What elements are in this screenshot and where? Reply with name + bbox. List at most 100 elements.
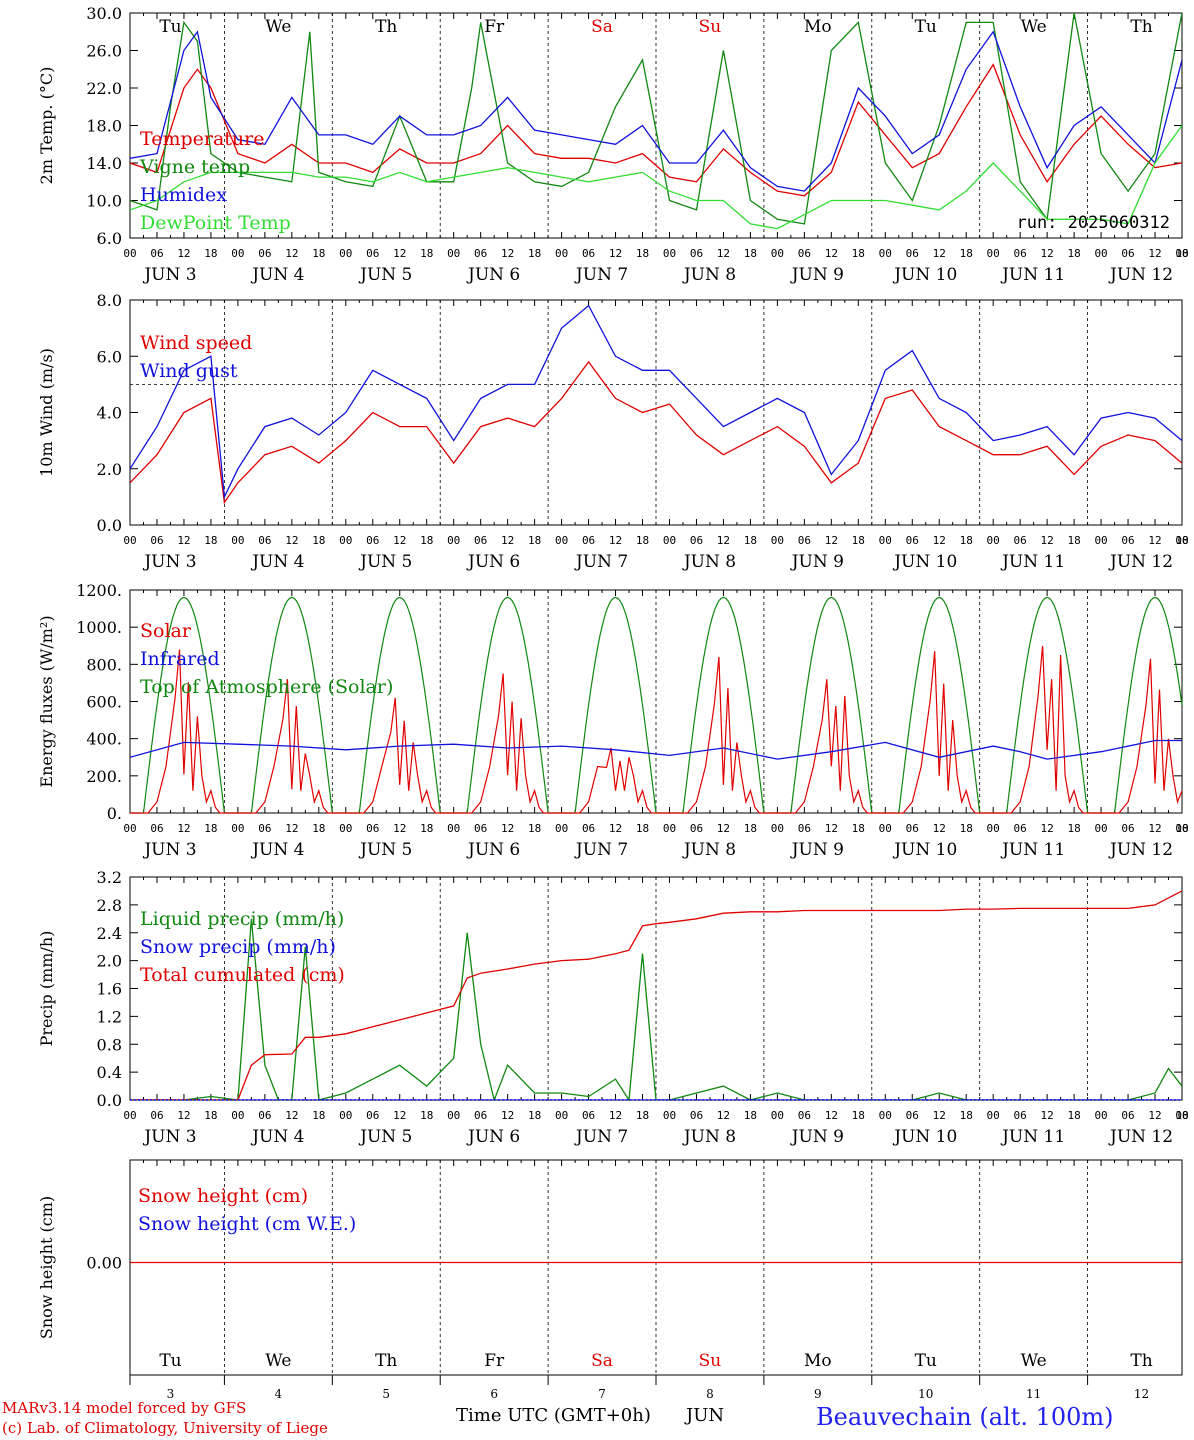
hour-tick-label: 12 bbox=[1041, 247, 1054, 260]
day-number-label: 8 bbox=[706, 1387, 714, 1401]
hour-tick-label: 18 bbox=[528, 1109, 541, 1122]
hour-tick-label: 06 bbox=[474, 534, 487, 547]
weekday-label: Mo bbox=[804, 17, 832, 37]
weekday-label-bottom: Tu bbox=[915, 1351, 937, 1371]
hour-tick-label: 12 bbox=[825, 534, 838, 547]
day-number-label: 6 bbox=[490, 1387, 498, 1401]
weekday-label: Tu bbox=[159, 17, 181, 37]
panel-1-frame bbox=[129, 12, 1183, 239]
hour-tick-label: 06 bbox=[150, 534, 163, 547]
series-humidex bbox=[130, 30, 1182, 192]
y-tick-label: 0.0 bbox=[97, 516, 122, 535]
weekday-label-bottom: Fr bbox=[484, 1351, 505, 1371]
hour-tick-label: 00 bbox=[231, 1109, 244, 1122]
y-tick-label: 800. bbox=[86, 655, 122, 674]
hour-tick-label: 18 bbox=[528, 534, 541, 547]
y-tick-label: 18.0 bbox=[86, 117, 122, 136]
hour-tick-label: 00 bbox=[1094, 247, 1107, 260]
hour-tick-label: 06 bbox=[798, 1109, 811, 1122]
date-label: JUN 11 bbox=[1000, 265, 1065, 285]
series-solar bbox=[130, 645, 1183, 814]
hour-tick-label: 12 bbox=[501, 534, 514, 547]
y-tick-label: 6.0 bbox=[97, 229, 122, 248]
date-label: JUN 12 bbox=[1108, 1127, 1173, 1147]
y-tick-label: 0.8 bbox=[97, 1035, 122, 1054]
hour-tick-label: 18 bbox=[204, 1109, 217, 1122]
weekday-label-bottom: Th bbox=[375, 1351, 397, 1371]
legend-entry: Infrared bbox=[140, 648, 220, 670]
y-tick-label: 0. bbox=[107, 804, 122, 823]
hour-tick-label: 12 bbox=[393, 822, 406, 835]
hour-tick-label: 18 bbox=[636, 534, 649, 547]
date-label: JUN 8 bbox=[682, 552, 736, 572]
hour-tick-label: 06 bbox=[798, 822, 811, 835]
day-number-label: 9 bbox=[814, 1387, 822, 1401]
hour-tick-label: 12 bbox=[1148, 247, 1161, 260]
hour-tick-label: 06 bbox=[1121, 1109, 1134, 1122]
y-tick-label: 0.0 bbox=[97, 1091, 122, 1110]
hour-tick-label: 06 bbox=[582, 534, 595, 547]
hour-tick-label: 18 bbox=[528, 822, 541, 835]
series-dewpoint-temp bbox=[130, 125, 1182, 230]
hour-tick-label: 00 bbox=[123, 247, 136, 260]
hour-tick-label: 12 bbox=[501, 247, 514, 260]
y-axis-label: Precip (mm/h) bbox=[37, 931, 56, 1047]
month-label: JUN bbox=[686, 1405, 725, 1426]
model-credit: MARv3.14 model forced by GFS bbox=[2, 1399, 247, 1417]
series-liquid-precip-mm-h- bbox=[130, 918, 1182, 1100]
hour-tick-label: 00 bbox=[1094, 534, 1107, 547]
hour-tick-label: 12 bbox=[1148, 1109, 1161, 1122]
station-name: Beauvechain (alt. 100m) bbox=[816, 1403, 1114, 1431]
hour-tick-label: 18 bbox=[204, 822, 217, 835]
y-axis-label: 10m Wind (m/s) bbox=[37, 348, 56, 477]
date-label: JUN 4 bbox=[250, 265, 304, 285]
hour-tick-label: 00 bbox=[1094, 1109, 1107, 1122]
y-tick-label: 0.4 bbox=[97, 1063, 122, 1082]
hour-tick-label: 06 bbox=[366, 822, 379, 835]
hour-tick-label: 06 bbox=[1014, 822, 1027, 835]
legend-entry: Wind gust bbox=[140, 360, 238, 382]
hour-tick-label: 00 bbox=[771, 1109, 784, 1122]
hour-tick-label: 06 bbox=[1014, 1109, 1027, 1122]
date-label: JUN 9 bbox=[790, 840, 844, 860]
hour-tick-label: 00 bbox=[1175, 247, 1188, 260]
date-label: JUN 4 bbox=[250, 1127, 304, 1147]
legend-entry: Total cumulated (cm) bbox=[140, 964, 345, 986]
day-number-label: 3 bbox=[167, 1387, 175, 1401]
weekday-label: We bbox=[265, 17, 291, 37]
y-tick-label: 1.6 bbox=[97, 980, 122, 999]
hour-tick-label: 06 bbox=[366, 247, 379, 260]
time-axis-label: Time UTC (GMT+0h) bbox=[456, 1405, 651, 1426]
date-label: JUN 8 bbox=[682, 1127, 736, 1147]
hour-tick-label: 18 bbox=[204, 247, 217, 260]
hour-tick-label: 00 bbox=[1175, 1109, 1188, 1122]
date-label: JUN 12 bbox=[1108, 552, 1173, 572]
hour-tick-label: 18 bbox=[420, 822, 433, 835]
hour-tick-label: 18 bbox=[1175, 247, 1188, 260]
hour-tick-label: 12 bbox=[1041, 822, 1054, 835]
date-label: JUN 4 bbox=[250, 840, 304, 860]
hour-tick-label: 12 bbox=[393, 247, 406, 260]
day-number-label: 11 bbox=[1026, 1387, 1041, 1401]
hour-tick-label: 00 bbox=[879, 1109, 892, 1122]
hour-tick-label: 18 bbox=[420, 534, 433, 547]
hour-tick-label: 00 bbox=[339, 822, 352, 835]
hour-tick-label: 06 bbox=[366, 534, 379, 547]
hour-tick-label: 00 bbox=[987, 534, 1000, 547]
hour-tick-label: 12 bbox=[1148, 534, 1161, 547]
hour-tick-label: 18 bbox=[1067, 534, 1080, 547]
run-annotation: run: 2025060312 bbox=[1016, 213, 1170, 233]
hour-tick-label: 18 bbox=[852, 247, 865, 260]
hour-tick-label: 00 bbox=[231, 534, 244, 547]
hour-tick-label: 06 bbox=[906, 1109, 919, 1122]
hour-tick-label: 12 bbox=[177, 534, 190, 547]
lab-credit: (c) Lab. of Climatology, University of L… bbox=[2, 1419, 328, 1437]
hour-tick-label: 00 bbox=[879, 247, 892, 260]
weekday-label: We bbox=[1021, 17, 1047, 37]
hour-tick-label: 00 bbox=[447, 822, 460, 835]
hour-tick-label: 12 bbox=[393, 1109, 406, 1122]
hour-tick-label: 18 bbox=[1067, 1109, 1080, 1122]
hour-tick-label: 00 bbox=[555, 822, 568, 835]
hour-tick-label: 12 bbox=[933, 247, 946, 260]
